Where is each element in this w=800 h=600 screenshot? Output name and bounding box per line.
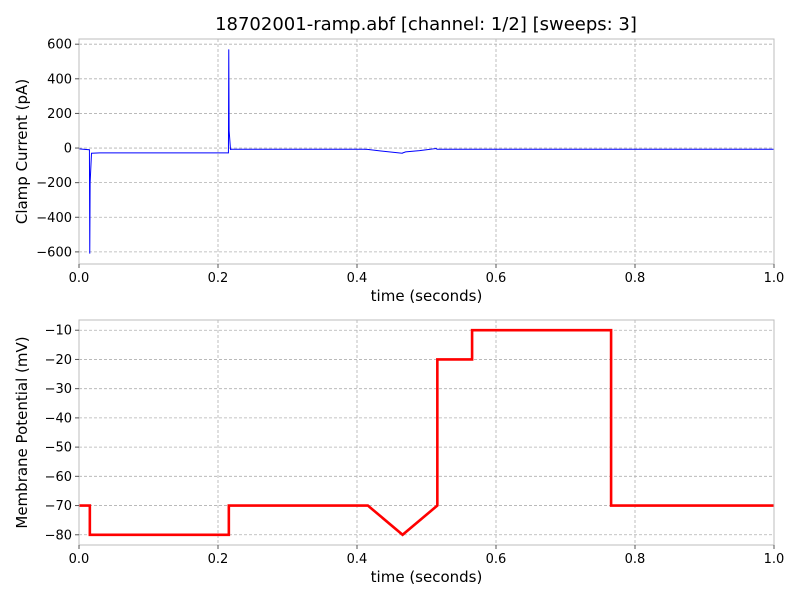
y-tick-label-4: −200 <box>36 176 72 191</box>
y-tick-label-6: −600 <box>36 245 72 260</box>
x-tick-label-5: 1.0 <box>764 552 785 567</box>
y-tick-label-0: 600 <box>47 38 72 53</box>
x-tick-label-1: 0.2 <box>208 271 229 286</box>
x-tick-label-1: 0.2 <box>208 552 229 567</box>
y-axis-label-clamp-current: Clamp Current (pA) <box>13 79 31 224</box>
x-tick-label-4: 0.8 <box>625 271 646 286</box>
x-tick-label-5: 1.0 <box>764 271 785 286</box>
series-line-0-0 <box>79 49 774 254</box>
y-tick-label-3: −40 <box>45 411 72 426</box>
y-tick-label-6: −70 <box>45 499 72 514</box>
panel-clamp-current: Clamp Current (pA) time (seconds) 0.0 0.2… <box>13 38 784 305</box>
y-tick-label-4: −50 <box>45 441 72 456</box>
x-tick-label-3: 0.6 <box>486 271 507 286</box>
y-tick-label-1: 400 <box>47 72 72 87</box>
x-tick-label-0: 0.0 <box>69 271 90 286</box>
y-axis-label-membrane-potential: Membrane Potential (mV) <box>13 336 31 528</box>
y-tick-label-5: −60 <box>45 470 72 485</box>
x-tick-label-0: 0.0 <box>69 552 90 567</box>
x-tick-label-3: 0.6 <box>486 552 507 567</box>
series-line-1-0 <box>79 328 774 537</box>
x-tick-label-2: 0.4 <box>347 552 368 567</box>
x-axis-label-bottom: time (seconds) <box>371 568 483 586</box>
x-axis-label-top: time (seconds) <box>371 287 483 305</box>
y-tick-label-3: 0 <box>64 142 72 157</box>
y-tick-label-7: −80 <box>45 528 72 543</box>
x-tick-label-2: 0.4 <box>347 271 368 286</box>
axes-frame <box>78 38 775 265</box>
x-tick-label-4: 0.8 <box>625 552 646 567</box>
axes-frame <box>78 319 775 546</box>
y-tick-label-0: −10 <box>45 324 72 339</box>
y-tick-label-5: −400 <box>36 211 72 226</box>
y-tick-label-2: −30 <box>45 382 72 397</box>
y-tick-label-2: 200 <box>47 107 72 122</box>
y-tick-label-1: −20 <box>45 353 72 368</box>
panel-membrane-potential: Membrane Potential (mV) time (seconds) 0… <box>13 319 785 586</box>
chart-title: 18702001-ramp.abf [channel: 1/2] [sweeps… <box>215 14 637 35</box>
